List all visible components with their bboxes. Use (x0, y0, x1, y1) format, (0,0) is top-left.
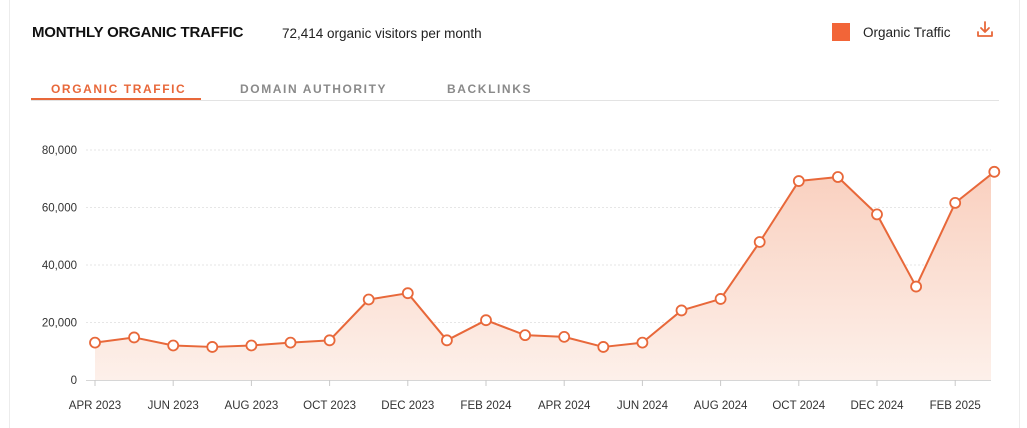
data-point[interactable] (558, 330, 571, 343)
data-point[interactable] (245, 339, 258, 352)
data-point[interactable] (519, 329, 531, 342)
data-point[interactable] (206, 341, 219, 353)
download-icon[interactable] (976, 20, 994, 40)
x-tick-label: APR 2024 (538, 400, 591, 412)
data-point[interactable] (636, 336, 649, 349)
data-point[interactable] (323, 334, 336, 347)
active-tab-indicator (31, 98, 201, 100)
x-tick-label: AUG 2024 (694, 400, 748, 412)
data-point[interactable] (401, 287, 414, 300)
x-tick-label: JUN 2023 (148, 400, 199, 412)
tab-domain-authority[interactable]: DOMAIN AUTHORITY (240, 82, 388, 96)
data-point[interactable] (128, 331, 141, 344)
data-point[interactable] (597, 341, 610, 353)
x-tick-label: OCT 2023 (303, 400, 356, 412)
data-point[interactable] (714, 293, 727, 305)
data-point[interactable] (675, 304, 688, 317)
x-tick-label: AUG 2023 (225, 400, 279, 412)
tab-organic-traffic[interactable]: ORGANIC TRAFFIC (51, 82, 187, 96)
legend-label: Organic Traffic (863, 24, 951, 40)
x-tick-label: DEC 2023 (381, 400, 434, 412)
x-tick-label: FEB 2025 (930, 400, 981, 412)
visitors-summary: 72,414 organic visitors per month (282, 26, 482, 41)
data-point[interactable] (792, 175, 805, 187)
data-point[interactable] (949, 196, 962, 209)
x-tick-label: APR 2023 (69, 400, 121, 412)
x-tick-label: DEC 2024 (850, 400, 904, 412)
y-tick-label: 20,000 (42, 318, 77, 330)
data-point[interactable] (284, 336, 297, 349)
data-point[interactable] (440, 334, 453, 347)
data-point[interactable] (89, 336, 101, 349)
data-point[interactable] (988, 165, 1001, 178)
y-tick-label: 0 (71, 375, 77, 387)
data-point[interactable] (753, 236, 766, 248)
x-tick-label: JUN 2024 (617, 400, 669, 412)
page-title: MONTHLY ORGANIC TRAFFIC (32, 24, 244, 41)
y-tick-label: 80,000 (42, 145, 77, 157)
x-tick-label: FEB 2024 (460, 400, 512, 412)
series-area (95, 171, 995, 380)
data-point[interactable] (871, 208, 883, 221)
chart-tabs: ORGANIC TRAFFIC DOMAIN AUTHORITY BACKLIN… (31, 80, 999, 101)
legend-swatch (832, 23, 850, 41)
data-point[interactable] (362, 293, 375, 306)
data-point[interactable] (480, 314, 492, 327)
data-point[interactable] (167, 339, 180, 352)
data-point[interactable] (910, 280, 922, 293)
data-point[interactable] (832, 171, 844, 183)
x-tick-label: OCT 2024 (772, 400, 825, 412)
chart-legend[interactable]: Organic Traffic (832, 23, 951, 41)
download-icon-graphic (977, 21, 993, 37)
series-line (94, 171, 995, 348)
y-tick-label: 40,000 (42, 260, 77, 272)
y-tick-label: 60,000 (42, 203, 77, 215)
tab-backlinks[interactable]: BACKLINKS (447, 82, 533, 96)
